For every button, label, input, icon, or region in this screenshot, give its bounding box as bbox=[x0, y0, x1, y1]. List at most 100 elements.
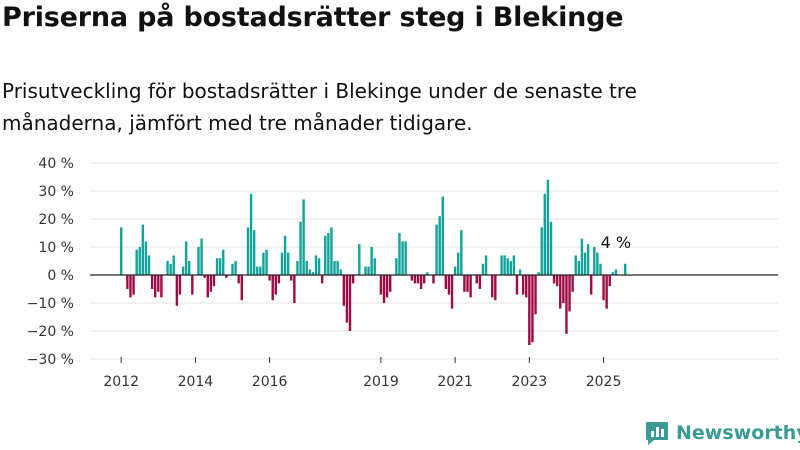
bar bbox=[166, 261, 169, 275]
bar bbox=[398, 233, 401, 275]
bar bbox=[345, 275, 349, 323]
bar bbox=[602, 275, 605, 301]
bar bbox=[528, 275, 531, 345]
bar bbox=[218, 258, 222, 275]
bar bbox=[296, 261, 299, 275]
bar bbox=[129, 275, 132, 298]
bar bbox=[333, 261, 336, 275]
bar bbox=[206, 275, 209, 298]
bar bbox=[286, 252, 290, 275]
bar bbox=[234, 261, 237, 275]
x-axis-labels: 2012 2014 2016 2019 2021 2023 2025 bbox=[103, 357, 621, 390]
y-tick-label: −30 % bbox=[27, 352, 74, 368]
y-tick-label: 40 % bbox=[38, 156, 74, 172]
bar bbox=[120, 227, 123, 275]
gridlines bbox=[90, 162, 778, 360]
y-tick-label: −10 % bbox=[27, 296, 74, 312]
bar bbox=[521, 275, 525, 295]
bar bbox=[311, 272, 315, 275]
x-tick-label: 2023 bbox=[512, 374, 548, 390]
bar bbox=[401, 241, 404, 275]
bar bbox=[540, 227, 543, 275]
y-axis-labels: 40 % 30 % 20 % 10 % 0 % −10 % −20 % −30 % bbox=[27, 156, 74, 368]
bar bbox=[559, 275, 562, 309]
bar bbox=[348, 275, 352, 331]
bar bbox=[450, 275, 454, 309]
bar bbox=[537, 272, 540, 275]
y-tick-label: 10 % bbox=[38, 240, 74, 256]
bar bbox=[200, 238, 203, 275]
bar bbox=[324, 235, 327, 275]
x-tick-label: 2012 bbox=[103, 374, 139, 390]
y-tick-label: 20 % bbox=[38, 212, 74, 228]
bar bbox=[500, 255, 503, 275]
bar bbox=[305, 261, 308, 275]
bar bbox=[565, 275, 568, 334]
bar bbox=[494, 275, 497, 301]
bar bbox=[484, 255, 488, 275]
bar bbox=[141, 224, 145, 275]
y-tick-label: 30 % bbox=[38, 184, 74, 200]
bar bbox=[373, 258, 376, 275]
y-tick-label: 0 % bbox=[47, 268, 74, 284]
bar bbox=[138, 247, 141, 275]
bar bbox=[546, 179, 550, 275]
x-tick-label: 2016 bbox=[252, 374, 288, 390]
bar bbox=[599, 263, 602, 275]
bar bbox=[413, 275, 417, 284]
x-tick-label: 2021 bbox=[437, 374, 473, 390]
bar bbox=[481, 263, 485, 275]
bar bbox=[549, 221, 553, 275]
bar bbox=[256, 266, 259, 275]
bar bbox=[280, 252, 284, 275]
bar bbox=[126, 275, 129, 289]
bar bbox=[203, 275, 206, 278]
bar bbox=[317, 258, 321, 275]
bar bbox=[259, 266, 262, 275]
bar bbox=[147, 255, 151, 275]
newsworthy-logo-icon bbox=[646, 422, 668, 445]
bar bbox=[293, 275, 296, 303]
brand-name: Newsworthy bbox=[676, 422, 800, 444]
bar bbox=[463, 275, 466, 292]
bar bbox=[416, 275, 420, 284]
bar bbox=[586, 244, 590, 275]
bar bbox=[438, 216, 441, 275]
bar bbox=[389, 275, 392, 292]
latest-value-annotation: 4 % bbox=[601, 233, 631, 252]
bar bbox=[246, 227, 250, 275]
bar bbox=[351, 275, 355, 284]
bar bbox=[308, 269, 312, 275]
bar bbox=[274, 275, 277, 295]
bar bbox=[571, 275, 574, 292]
bar bbox=[555, 275, 559, 287]
bar bbox=[426, 272, 429, 275]
bar bbox=[503, 255, 506, 275]
bar bbox=[197, 247, 200, 275]
bar bbox=[491, 275, 494, 298]
bar bbox=[364, 266, 367, 275]
bar bbox=[370, 247, 373, 275]
bar bbox=[583, 252, 587, 275]
bar bbox=[367, 266, 370, 275]
bar bbox=[457, 252, 460, 275]
bar bbox=[209, 275, 213, 292]
bar bbox=[252, 230, 256, 275]
x-tick-label: 2014 bbox=[178, 374, 214, 390]
bar bbox=[157, 275, 160, 292]
bar bbox=[509, 261, 512, 275]
bar bbox=[475, 275, 478, 284]
bar bbox=[330, 227, 333, 275]
bar bbox=[283, 235, 287, 275]
bar bbox=[441, 196, 444, 275]
bar bbox=[435, 224, 438, 275]
bar bbox=[614, 269, 618, 275]
newsworthy-brand[interactable]: Newsworthy bbox=[644, 420, 800, 446]
bar bbox=[181, 266, 185, 275]
bar bbox=[466, 275, 469, 292]
bar bbox=[215, 258, 219, 275]
bar bbox=[593, 247, 596, 275]
bar bbox=[222, 249, 225, 275]
bar bbox=[410, 275, 414, 281]
bar bbox=[568, 275, 571, 312]
